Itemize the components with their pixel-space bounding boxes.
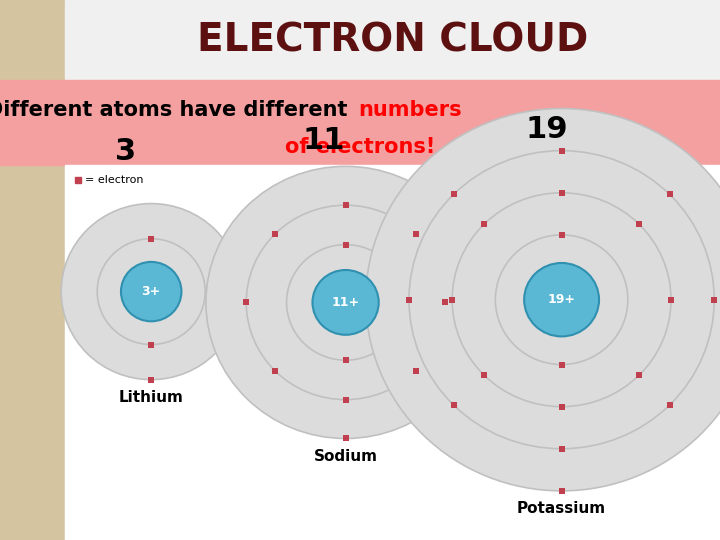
Ellipse shape bbox=[206, 166, 485, 438]
Text: of electrons!: of electrons! bbox=[285, 137, 435, 157]
Ellipse shape bbox=[409, 151, 714, 449]
Text: 19+: 19+ bbox=[548, 293, 575, 306]
Text: 3+: 3+ bbox=[142, 285, 161, 298]
Ellipse shape bbox=[366, 109, 720, 491]
Bar bbox=[65, 0, 720, 80]
Ellipse shape bbox=[495, 235, 628, 364]
Ellipse shape bbox=[452, 193, 671, 407]
Text: 11: 11 bbox=[302, 126, 346, 155]
Ellipse shape bbox=[312, 270, 379, 335]
Text: ELECTRON CLOUD: ELECTRON CLOUD bbox=[197, 21, 588, 59]
Ellipse shape bbox=[524, 263, 599, 336]
Ellipse shape bbox=[246, 205, 445, 400]
Text: 3: 3 bbox=[115, 137, 137, 166]
Ellipse shape bbox=[287, 245, 405, 360]
Text: Different atoms have different: Different atoms have different bbox=[0, 100, 355, 120]
Text: Sodium: Sodium bbox=[314, 449, 377, 464]
Text: 11+: 11+ bbox=[331, 296, 360, 309]
Bar bbox=[0, 80, 720, 165]
Text: Lithium: Lithium bbox=[119, 390, 184, 405]
Text: 19: 19 bbox=[526, 115, 569, 144]
Text: numbers: numbers bbox=[358, 100, 462, 120]
Bar bbox=[65, 165, 720, 540]
Text: = electron: = electron bbox=[85, 175, 143, 185]
Ellipse shape bbox=[97, 239, 205, 345]
Bar bbox=[0, 0, 65, 540]
Ellipse shape bbox=[121, 262, 181, 321]
Text: Potassium: Potassium bbox=[517, 501, 606, 516]
Ellipse shape bbox=[61, 204, 241, 380]
